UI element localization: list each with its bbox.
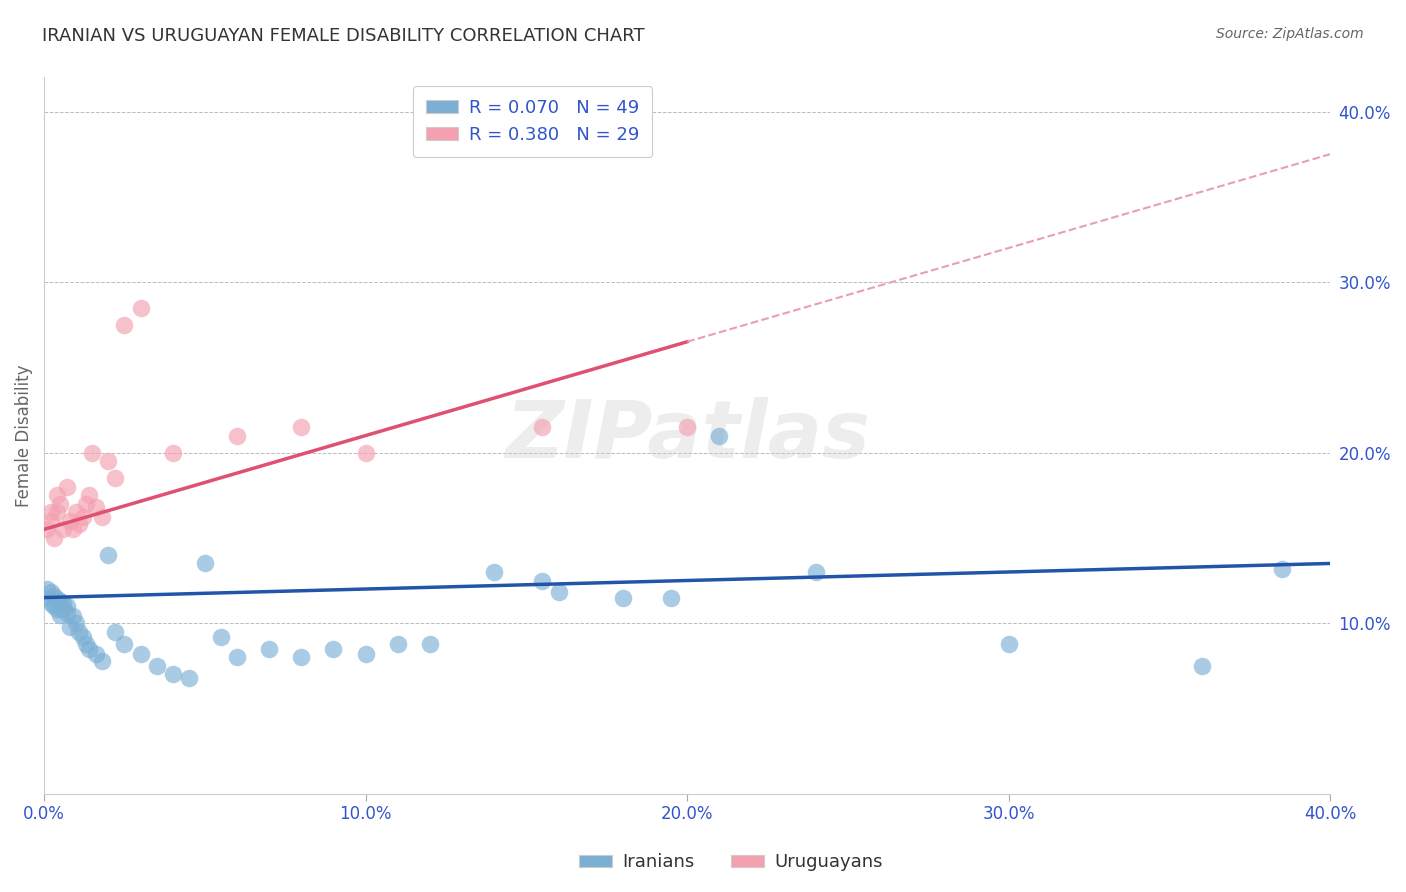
Point xyxy=(75,637,97,651)
Point xyxy=(49,607,72,622)
Point xyxy=(145,658,167,673)
Point xyxy=(39,514,62,528)
Point xyxy=(42,599,65,613)
Point xyxy=(129,647,152,661)
Point xyxy=(62,609,84,624)
Legend: R = 0.070   N = 49, R = 0.380   N = 29: R = 0.070 N = 49, R = 0.380 N = 29 xyxy=(413,87,652,157)
Point xyxy=(84,500,107,515)
Point xyxy=(226,428,249,442)
Point xyxy=(290,420,312,434)
Point xyxy=(709,428,731,442)
Point xyxy=(42,589,65,603)
Point xyxy=(37,591,59,605)
Point xyxy=(226,650,249,665)
Point xyxy=(46,602,69,616)
Point xyxy=(257,641,280,656)
Legend: Iranians, Uruguayans: Iranians, Uruguayans xyxy=(572,847,890,879)
Point xyxy=(46,488,69,502)
Point xyxy=(49,497,72,511)
Point xyxy=(104,471,127,485)
Point xyxy=(104,624,127,639)
Point xyxy=(209,630,232,644)
Point xyxy=(114,637,136,651)
Point xyxy=(49,594,72,608)
Point xyxy=(59,619,82,633)
Point xyxy=(69,624,91,639)
Point xyxy=(62,522,84,536)
Point xyxy=(387,637,409,651)
Point xyxy=(37,522,59,536)
Point xyxy=(91,654,114,668)
Point xyxy=(55,480,77,494)
Y-axis label: Female Disability: Female Disability xyxy=(15,364,32,507)
Point xyxy=(77,488,100,502)
Point xyxy=(65,616,87,631)
Point xyxy=(59,514,82,528)
Point xyxy=(354,445,377,459)
Point xyxy=(1191,658,1213,673)
Point xyxy=(659,591,682,605)
Point xyxy=(531,420,554,434)
Point xyxy=(547,585,569,599)
Point xyxy=(419,637,441,651)
Point xyxy=(162,445,184,459)
Point xyxy=(114,318,136,332)
Point xyxy=(676,420,699,434)
Point xyxy=(322,641,344,656)
Point xyxy=(1271,561,1294,575)
Point xyxy=(72,510,94,524)
Point xyxy=(997,637,1019,651)
Point xyxy=(39,596,62,610)
Point xyxy=(91,510,114,524)
Point xyxy=(531,574,554,588)
Point xyxy=(177,671,200,685)
Point xyxy=(39,505,62,519)
Text: ZIPatlas: ZIPatlas xyxy=(505,397,870,475)
Point xyxy=(612,591,634,605)
Point xyxy=(37,582,59,596)
Point xyxy=(84,647,107,661)
Point xyxy=(46,505,69,519)
Point xyxy=(290,650,312,665)
Point xyxy=(39,585,62,599)
Point xyxy=(72,630,94,644)
Point xyxy=(69,517,91,532)
Point xyxy=(77,641,100,656)
Point xyxy=(52,522,75,536)
Text: IRANIAN VS URUGUAYAN FEMALE DISABILITY CORRELATION CHART: IRANIAN VS URUGUAYAN FEMALE DISABILITY C… xyxy=(42,27,645,45)
Point xyxy=(52,596,75,610)
Point xyxy=(75,497,97,511)
Point xyxy=(65,505,87,519)
Text: Source: ZipAtlas.com: Source: ZipAtlas.com xyxy=(1216,27,1364,41)
Point xyxy=(804,565,827,579)
Point xyxy=(55,599,77,613)
Point xyxy=(55,606,77,620)
Point xyxy=(129,301,152,315)
Point xyxy=(97,548,120,562)
Point xyxy=(484,565,506,579)
Point xyxy=(162,667,184,681)
Point xyxy=(354,647,377,661)
Point xyxy=(42,531,65,545)
Point xyxy=(46,592,69,607)
Point xyxy=(82,445,104,459)
Point xyxy=(194,557,217,571)
Point xyxy=(52,602,75,616)
Point xyxy=(97,454,120,468)
